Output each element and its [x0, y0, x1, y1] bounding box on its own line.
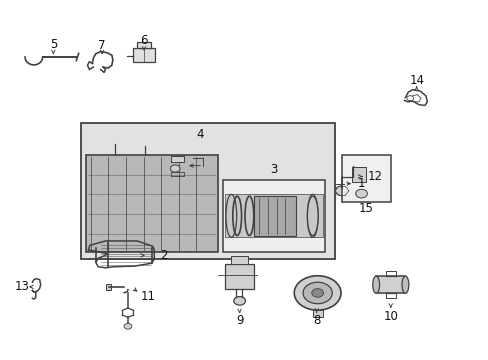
Text: 8: 8	[312, 314, 320, 327]
Bar	[341, 155, 390, 202]
Text: 14: 14	[409, 74, 424, 87]
Text: 5: 5	[50, 38, 57, 51]
Bar	[312, 310, 322, 317]
Bar	[86, 155, 217, 252]
Bar	[375, 276, 405, 293]
Bar	[224, 194, 322, 237]
Circle shape	[334, 186, 348, 196]
Text: 3: 3	[269, 163, 277, 176]
Circle shape	[124, 323, 132, 329]
Text: 9: 9	[235, 314, 243, 328]
Text: 10: 10	[383, 310, 397, 323]
Circle shape	[233, 297, 245, 305]
Bar	[81, 123, 334, 259]
Bar	[347, 162, 358, 167]
Ellipse shape	[401, 276, 408, 293]
Bar	[137, 41, 151, 48]
Text: 7: 7	[98, 39, 105, 52]
Text: 4: 4	[197, 127, 204, 141]
Text: 15: 15	[358, 202, 373, 215]
Bar	[224, 264, 254, 289]
Text: 12: 12	[367, 170, 382, 183]
Text: 13: 13	[14, 280, 29, 293]
Bar	[105, 284, 111, 290]
Text: 2: 2	[160, 249, 167, 262]
Circle shape	[170, 165, 180, 172]
Bar	[171, 156, 183, 162]
Bar	[351, 167, 366, 182]
Circle shape	[294, 276, 340, 310]
Circle shape	[311, 289, 323, 297]
Bar	[254, 196, 295, 235]
Text: 6: 6	[140, 34, 147, 48]
Ellipse shape	[307, 196, 318, 235]
Bar	[222, 180, 325, 252]
Text: 11: 11	[141, 291, 156, 303]
Circle shape	[355, 189, 366, 198]
Bar	[133, 48, 155, 62]
Text: 1: 1	[357, 177, 365, 190]
Circle shape	[303, 282, 331, 304]
Bar	[230, 256, 247, 264]
Ellipse shape	[372, 276, 379, 293]
